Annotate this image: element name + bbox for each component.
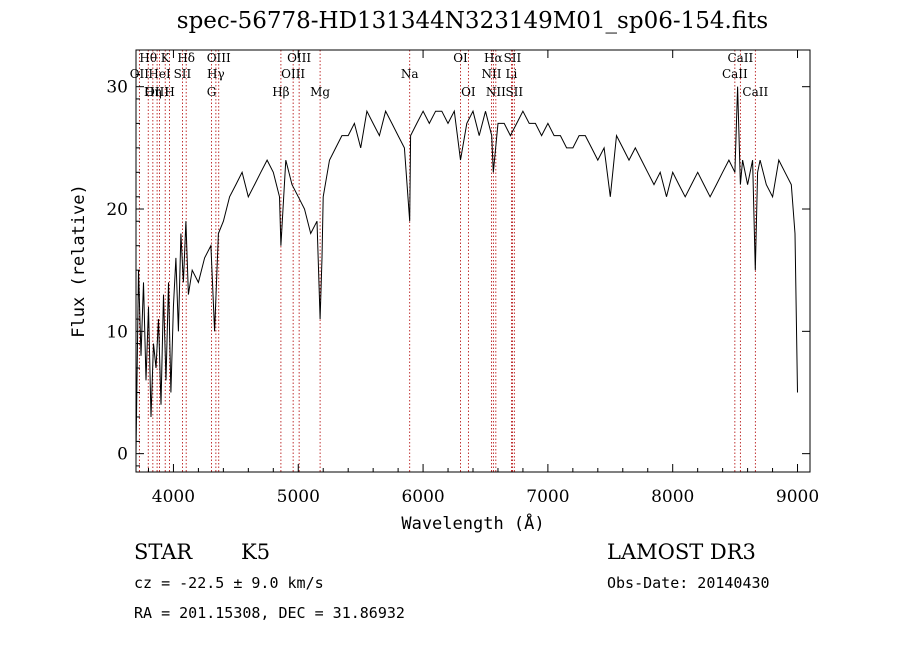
- x-tick-label-3: 7000: [526, 487, 569, 507]
- observation-date: Obs-Date: 20140430: [607, 574, 770, 592]
- line-label-25: NII: [486, 85, 506, 99]
- x-axis-ticks: 4000 5000 6000 7000 8000 9000: [147, 50, 819, 507]
- y-tick-label-0: 0: [117, 445, 128, 465]
- spectrum-line: [135, 86, 798, 454]
- redshift-cz: cz = -22.5 ± 9.0 km/s: [134, 574, 324, 592]
- plot-frame: [135, 49, 811, 473]
- line-label-8: CaII: [727, 51, 753, 65]
- line-label-7: SII: [504, 51, 522, 65]
- line-label-22: Hβ: [272, 85, 289, 99]
- y-axis-ticks: 0 10 20 30: [106, 73, 810, 467]
- line-label-6: Hα: [484, 51, 503, 65]
- line-label-11: SII: [174, 67, 192, 81]
- x-tick-label-4: 8000: [651, 487, 694, 507]
- x-axis-label: Wavelength (Å): [401, 512, 544, 534]
- object-subclass: K5: [241, 540, 271, 564]
- line-label-3: OIII: [207, 51, 231, 65]
- line-label-13: OIII: [281, 67, 305, 81]
- line-label-0: Hθ: [139, 51, 157, 65]
- line-label-14: Na: [401, 67, 419, 81]
- chart-title: spec-56778-HD131344N323149M01_sp06-154.f…: [176, 8, 769, 34]
- line-label-18: OIII: [145, 85, 169, 99]
- line-label-15: NII: [481, 67, 501, 81]
- x-tick-label-5: 9000: [776, 487, 819, 507]
- x-tick-label-1: 5000: [277, 487, 320, 507]
- line-label-21: G: [207, 85, 217, 99]
- line-label-2: Hδ: [177, 51, 195, 65]
- line-label-5: OI: [453, 51, 468, 65]
- line-label-26: SII: [505, 85, 523, 99]
- line-label-17: CaII: [722, 67, 748, 81]
- line-label-1: K: [161, 51, 171, 65]
- ra-dec-coordinates: RA = 201.15308, DEC = 31.86932: [134, 604, 405, 622]
- y-tick-label-1: 10: [106, 322, 128, 342]
- line-label-27: CaII: [742, 85, 768, 99]
- x-tick-label-2: 6000: [401, 487, 444, 507]
- y-axis-label: Flux (relative): [69, 184, 89, 338]
- line-label-4: OIII: [287, 51, 311, 65]
- line-label-24: OI: [461, 85, 476, 99]
- line-label-19: Hη: [144, 85, 162, 99]
- line-label-16: Li: [506, 67, 518, 81]
- line-label-12: Hγ: [207, 67, 225, 81]
- y-tick-label-3: 30: [106, 78, 128, 98]
- survey-name: LAMOST DR3: [607, 540, 756, 564]
- emission-line-markers: [138, 50, 756, 472]
- x-tick-label-0: 4000: [152, 487, 195, 507]
- line-label-23: Mg: [310, 85, 330, 99]
- object-class: STAR: [134, 540, 193, 564]
- line-label-20: H: [164, 85, 174, 99]
- line-label-10: HeI: [148, 67, 171, 81]
- y-tick-label-2: 20: [106, 200, 128, 220]
